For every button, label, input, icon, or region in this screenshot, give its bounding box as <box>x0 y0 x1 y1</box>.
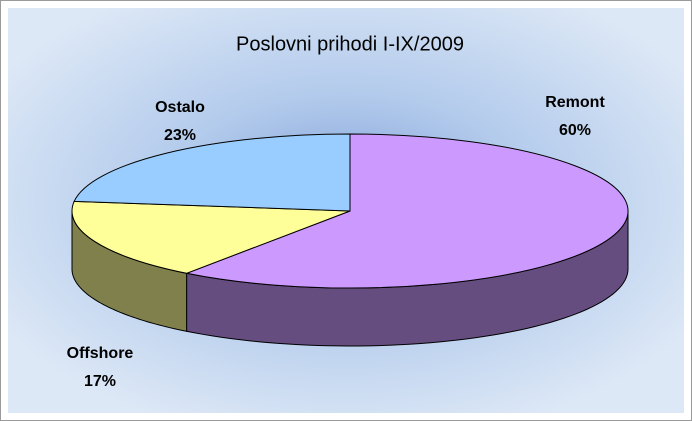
slice-label: Ostalo <box>155 99 205 116</box>
pie <box>71 133 629 347</box>
slice <box>71 200 351 274</box>
slice <box>73 133 351 212</box>
chart-title: Poslovni prihodi I-IX/2009 <box>236 33 464 55</box>
slice <box>184 133 629 289</box>
slice-label: Offshore <box>67 345 134 362</box>
slice-value-label: 23% <box>164 127 196 144</box>
slice-value-label: 60% <box>559 122 591 139</box>
slice-label: Remont <box>545 94 605 111</box>
slice-value-label: 17% <box>84 373 116 390</box>
